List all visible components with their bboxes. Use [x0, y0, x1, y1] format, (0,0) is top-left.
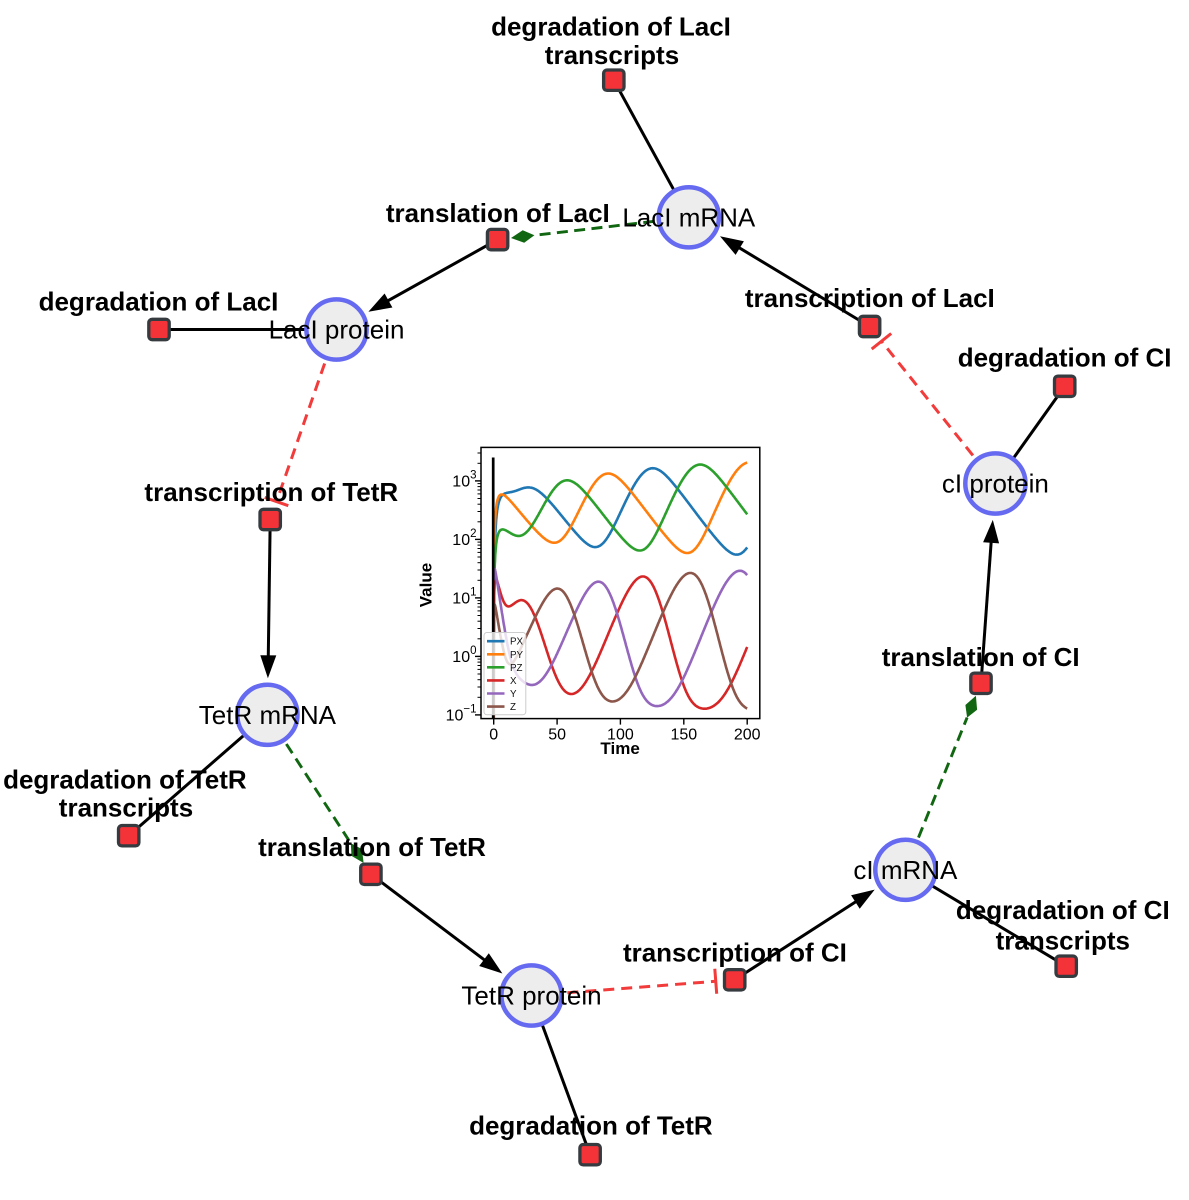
svg-text:translation of TetR: translation of TetR — [258, 832, 486, 862]
svg-text:degradation of TetR: degradation of TetR — [3, 765, 247, 795]
svg-text:transcription of LacI: transcription of LacI — [745, 283, 995, 313]
svg-text:TetR mRNA: TetR mRNA — [199, 700, 337, 730]
svg-text:X: X — [510, 676, 517, 687]
svg-text:degradation of CI: degradation of CI — [956, 895, 1170, 925]
svg-text:PX: PX — [510, 637, 524, 648]
svg-text:200: 200 — [734, 727, 761, 744]
svg-text:degradation of TetR: degradation of TetR — [469, 1111, 713, 1141]
svg-text:Time: Time — [600, 739, 639, 758]
svg-text:Value: Value — [417, 563, 436, 607]
svg-text:Z: Z — [510, 702, 516, 713]
svg-text:100: 100 — [607, 727, 634, 744]
svg-text:transcripts: transcripts — [59, 793, 193, 823]
svg-text:LacI mRNA: LacI mRNA — [622, 202, 756, 232]
svg-text:degradation of CI: degradation of CI — [958, 343, 1172, 373]
svg-text:cI protein: cI protein — [942, 469, 1049, 499]
svg-text:degradation of LacI: degradation of LacI — [39, 287, 279, 317]
svg-text:150: 150 — [670, 727, 697, 744]
svg-text:transcripts: transcripts — [545, 40, 679, 70]
svg-text:50: 50 — [548, 727, 566, 744]
svg-text:TetR protein: TetR protein — [461, 981, 601, 1011]
svg-text:transcription of TetR: transcription of TetR — [144, 477, 398, 507]
svg-text:PZ: PZ — [510, 663, 523, 674]
svg-text:LacI protein: LacI protein — [269, 315, 405, 345]
svg-text:translation of CI: translation of CI — [882, 642, 1080, 672]
svg-text:0: 0 — [489, 727, 498, 744]
svg-text:transcription of CI: transcription of CI — [623, 937, 847, 967]
svg-text:transcripts: transcripts — [996, 926, 1130, 956]
svg-text:PY: PY — [510, 650, 524, 661]
svg-text:Y: Y — [510, 689, 517, 700]
svg-text:degradation of LacI: degradation of LacI — [491, 12, 731, 42]
svg-text:cI mRNA: cI mRNA — [853, 855, 958, 885]
svg-text:translation of LacI: translation of LacI — [386, 198, 610, 228]
